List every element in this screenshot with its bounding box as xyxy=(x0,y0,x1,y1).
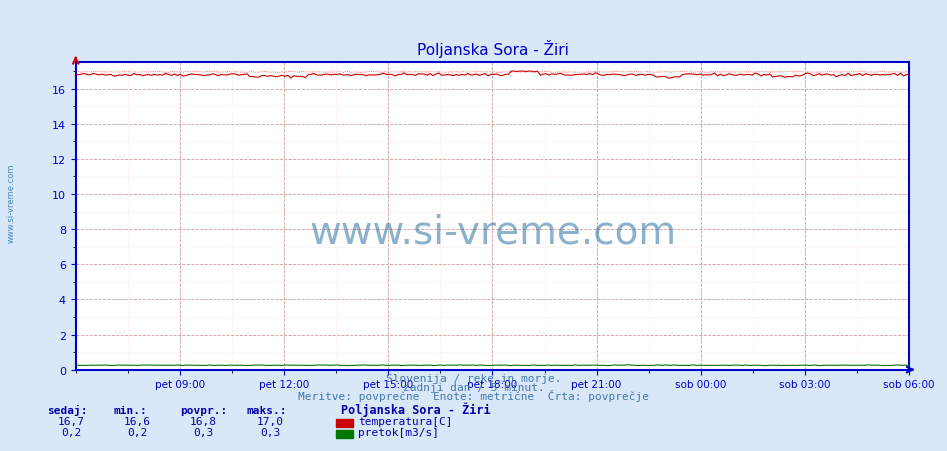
Text: 0,3: 0,3 xyxy=(259,427,280,437)
Text: www.si-vreme.com: www.si-vreme.com xyxy=(7,163,16,243)
Text: pretok[m3/s]: pretok[m3/s] xyxy=(358,427,439,437)
Title: Poljanska Sora - Žiri: Poljanska Sora - Žiri xyxy=(417,40,568,58)
Text: Poljanska Sora - Žiri: Poljanska Sora - Žiri xyxy=(341,401,491,416)
Text: www.si-vreme.com: www.si-vreme.com xyxy=(309,213,676,251)
Text: povpr.:: povpr.: xyxy=(180,405,227,414)
Text: 0,3: 0,3 xyxy=(193,427,214,437)
Text: 0,2: 0,2 xyxy=(127,427,148,437)
Text: sedaj:: sedaj: xyxy=(47,404,88,414)
Text: 16,6: 16,6 xyxy=(124,416,151,426)
Text: zadnji dan / 5 minut.: zadnji dan / 5 minut. xyxy=(402,382,545,392)
Text: Meritve: povprečne  Enote: metrične  Črta: povprečje: Meritve: povprečne Enote: metrične Črta:… xyxy=(298,389,649,401)
Text: 0,2: 0,2 xyxy=(61,427,81,437)
Text: 16,7: 16,7 xyxy=(58,416,84,426)
Text: min.:: min.: xyxy=(114,405,148,414)
Text: 17,0: 17,0 xyxy=(257,416,283,426)
Text: maks.:: maks.: xyxy=(246,405,287,414)
Text: temperatura[C]: temperatura[C] xyxy=(358,416,453,426)
Text: 16,8: 16,8 xyxy=(190,416,217,426)
Text: Slovenija / reke in morje.: Slovenija / reke in morje. xyxy=(385,373,562,383)
